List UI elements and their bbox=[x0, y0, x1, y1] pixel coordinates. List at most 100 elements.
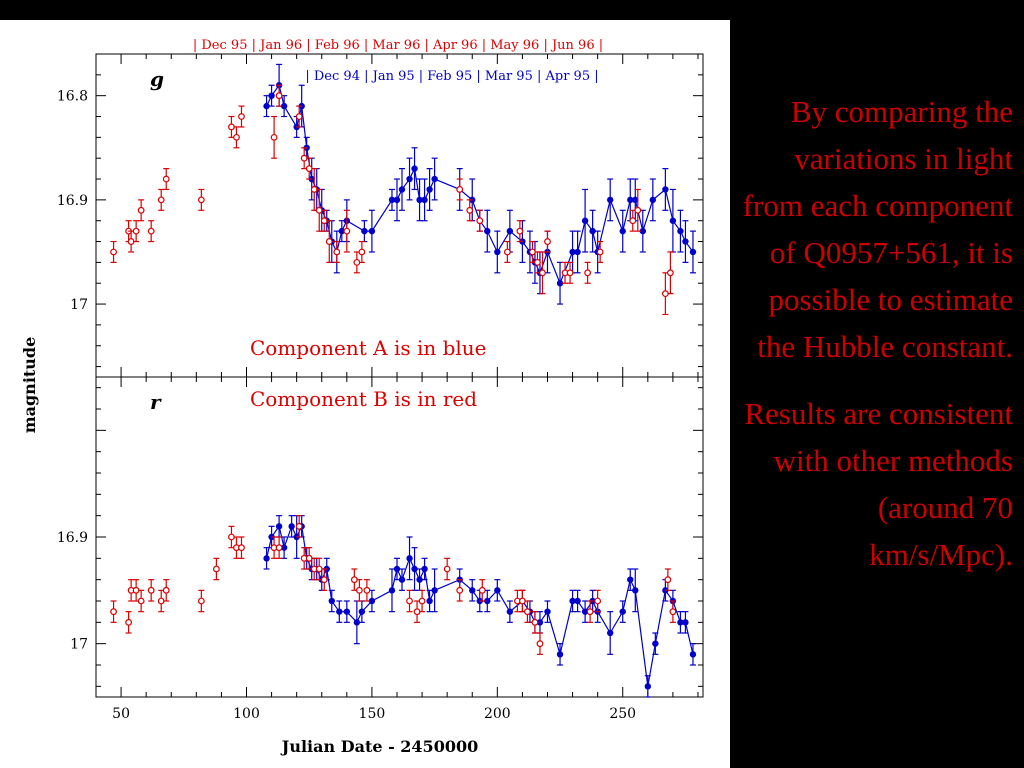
data-point-component-a bbox=[682, 238, 689, 245]
data-point-component-a bbox=[556, 280, 564, 287]
data-point-component-b bbox=[634, 206, 642, 214]
data-point-component-a bbox=[689, 248, 697, 256]
data-point-component-b bbox=[353, 258, 361, 266]
data-point-component-a bbox=[662, 186, 669, 193]
data-point-component-a bbox=[421, 565, 428, 573]
data-point-component-a bbox=[677, 227, 684, 235]
top-month-axis-labels: | Dec 95 | Jan 96 | Feb 96 | Mar 96 | Ap… bbox=[193, 38, 603, 53]
data-point-component-a bbox=[632, 196, 639, 204]
data-point-component-b bbox=[147, 227, 155, 235]
data-point-component-b bbox=[456, 586, 464, 594]
data-point-component-a bbox=[280, 544, 288, 551]
data-point-component-b bbox=[310, 186, 318, 193]
panel-frame-g bbox=[95, 53, 704, 378]
data-point-component-a bbox=[361, 227, 368, 235]
data-point-component-a bbox=[689, 651, 697, 658]
data-point-component-b bbox=[333, 248, 341, 256]
data-point-component-b bbox=[157, 196, 165, 204]
data-point-component-a bbox=[506, 227, 514, 235]
data-point-component-a bbox=[627, 196, 634, 204]
data-point-component-a bbox=[411, 165, 418, 172]
data-point-component-a bbox=[606, 196, 614, 204]
data-point-component-a bbox=[275, 523, 283, 530]
data-point-component-b bbox=[315, 565, 323, 573]
data-point-component-a bbox=[581, 608, 589, 615]
data-point-component-b bbox=[536, 640, 544, 648]
data-point-component-b bbox=[127, 238, 135, 245]
data-point-component-a bbox=[494, 248, 501, 256]
data-point-component-a bbox=[416, 196, 423, 204]
second-month-axis-labels: | Dec 94 | Jan 95 | Feb 95 | Mar 95 | Ap… bbox=[305, 69, 598, 84]
data-point-component-a bbox=[388, 587, 396, 594]
data-point-component-b bbox=[531, 618, 539, 626]
data-point-component-b bbox=[305, 554, 313, 562]
data-point-component-a bbox=[406, 175, 413, 183]
panel-frame-r bbox=[95, 376, 704, 698]
data-point-component-b bbox=[584, 269, 592, 277]
data-point-component-a bbox=[506, 608, 514, 615]
data-point-component-a bbox=[431, 587, 438, 594]
data-point-component-b bbox=[519, 597, 526, 605]
data-point-component-b bbox=[275, 544, 283, 552]
data-point-component-b bbox=[197, 597, 205, 605]
data-point-component-a bbox=[343, 608, 351, 615]
x-tick-label: 250 bbox=[609, 706, 636, 722]
data-point-component-a bbox=[328, 597, 335, 605]
data-point-component-a bbox=[649, 196, 657, 204]
data-point-component-b bbox=[443, 565, 451, 573]
data-point-component-b bbox=[197, 196, 205, 204]
x-tick-label: 200 bbox=[484, 706, 511, 722]
data-point-component-a bbox=[268, 92, 275, 99]
data-point-component-a bbox=[639, 227, 647, 235]
data-point-component-b bbox=[363, 586, 371, 594]
data-point-component-b bbox=[233, 133, 240, 141]
y-axis-label: magnitude bbox=[20, 337, 39, 434]
data-point-component-a bbox=[494, 587, 501, 594]
data-point-component-b bbox=[125, 618, 133, 626]
data-point-component-b bbox=[539, 269, 546, 277]
data-point-component-a bbox=[393, 565, 401, 573]
y-tick-label: 16.8 bbox=[57, 89, 88, 105]
series-g-component-b bbox=[110, 84, 674, 316]
data-point-component-b bbox=[343, 227, 351, 235]
data-point-component-a bbox=[536, 619, 544, 626]
data-point-component-b bbox=[137, 206, 145, 214]
data-point-component-b bbox=[666, 269, 674, 277]
x-tick-label: 100 bbox=[233, 706, 260, 722]
data-point-component-b bbox=[476, 217, 484, 225]
data-point-component-a bbox=[682, 619, 689, 626]
data-point-component-b bbox=[418, 597, 426, 605]
x-tick-label: 150 bbox=[359, 706, 386, 722]
data-point-component-a bbox=[632, 587, 639, 594]
data-point-component-a bbox=[368, 227, 376, 235]
y-tick-label: 16.9 bbox=[57, 530, 88, 546]
figure-panel: | Dec 95 | Jan 96 | Feb 96 | Mar 96 | Ap… bbox=[0, 20, 730, 768]
data-point-component-a bbox=[358, 608, 366, 615]
data-point-component-a bbox=[619, 608, 626, 615]
data-point-component-b bbox=[132, 586, 140, 594]
side-text-block: By comparing the variations in light fro… bbox=[735, 88, 1013, 598]
data-point-component-a bbox=[393, 196, 401, 204]
x-axis-label: Julian Date - 2450000 bbox=[280, 737, 478, 756]
data-point-component-b bbox=[228, 533, 235, 541]
data-point-component-b bbox=[162, 586, 170, 594]
y-tick-label: 17 bbox=[70, 297, 88, 313]
data-point-component-b bbox=[466, 206, 474, 214]
results-paragraph: Results are consistent with other method… bbox=[744, 396, 1013, 572]
data-point-component-a bbox=[421, 196, 428, 204]
data-point-component-a bbox=[569, 248, 576, 256]
data-point-component-a bbox=[280, 102, 288, 110]
band-label-r: r bbox=[150, 390, 162, 414]
data-point-component-a bbox=[398, 576, 406, 583]
data-point-component-a bbox=[627, 576, 634, 583]
data-point-component-b bbox=[228, 123, 235, 131]
data-point-component-b bbox=[406, 597, 413, 605]
data-point-component-b bbox=[162, 175, 170, 183]
data-point-component-b bbox=[325, 238, 333, 245]
data-point-component-b bbox=[270, 133, 278, 141]
data-point-component-b bbox=[524, 608, 531, 616]
data-point-component-b bbox=[629, 217, 637, 225]
data-point-component-a bbox=[431, 175, 438, 183]
data-point-component-a bbox=[556, 651, 564, 658]
